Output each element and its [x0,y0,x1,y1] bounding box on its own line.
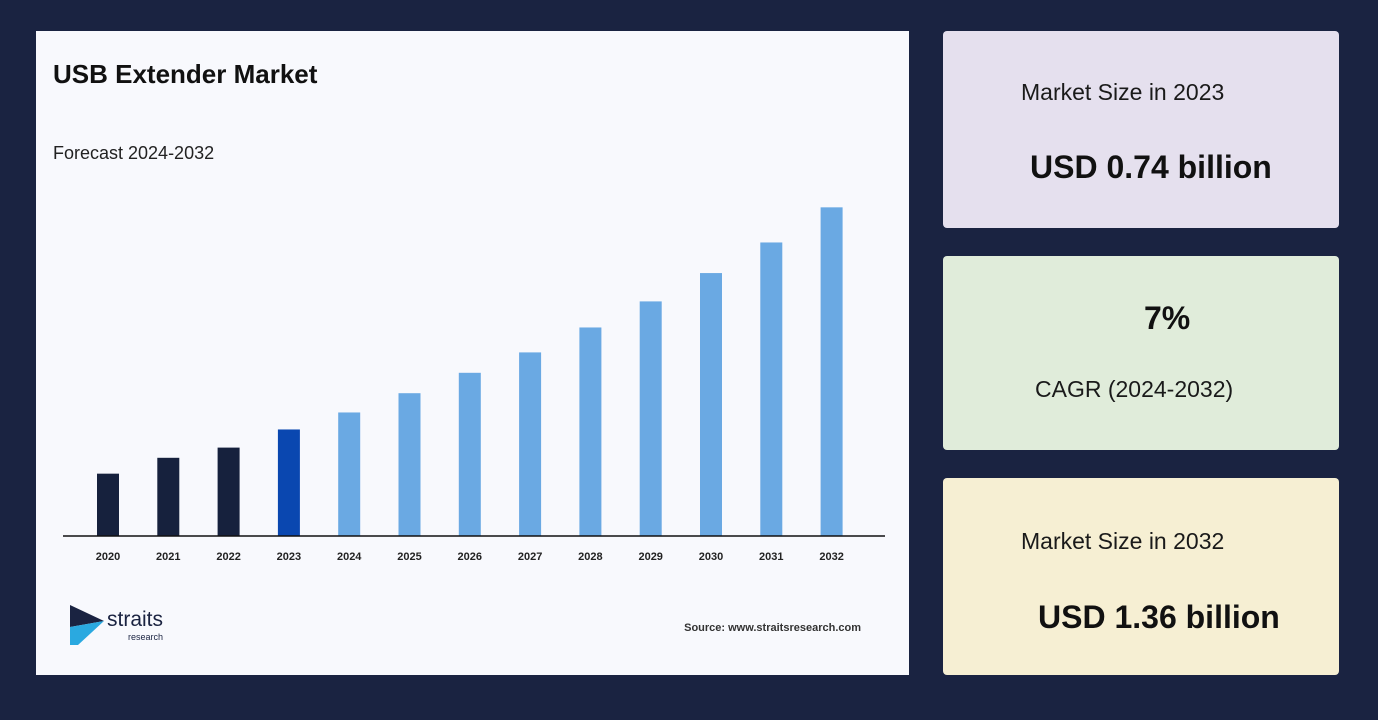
x-tick-label-2027: 2027 [518,551,542,563]
stat-label-market-2032: Market Size in 2032 [1021,528,1225,554]
stat-value-market-2032: USD 1.36 billion [1038,599,1280,635]
stat-value-market-2023: USD 0.74 billion [1030,149,1272,185]
stat-card-market-2023: Market Size in 2023 USD 0.74 billion [943,31,1339,228]
stat-label-cagr: CAGR (2024-2032) [1035,376,1234,402]
x-tick-label-2030: 2030 [699,551,723,563]
bar-2028 [579,327,602,536]
logo-text: straits [107,608,164,631]
bar-2030 [700,273,722,536]
chart-card: USB Extender Market Forecast 2024-2032 2… [36,31,909,675]
x-tick-label-2031: 2031 [759,551,783,563]
bar-2023 [277,429,300,536]
stat-card-cagr: 7% CAGR (2024-2032) [943,256,1339,450]
stat-label-market-2023: Market Size in 2023 [1021,79,1225,105]
x-tick-label-2028: 2028 [578,551,602,563]
bar-2027 [519,352,542,536]
x-tick-label-2029: 2029 [638,551,662,563]
bar-2029 [639,301,662,536]
x-tick-label-2020: 2020 [96,551,120,563]
bar-2022 [217,447,240,536]
x-tick-label-2022: 2022 [216,551,240,563]
straits-logo: straits research [70,603,190,649]
source-text: Source: www.straitsresearch.com [684,622,861,634]
bar-2031 [760,242,783,536]
bar-2024 [338,412,361,536]
x-tick-label-2021: 2021 [156,551,180,563]
x-tick-label-2023: 2023 [277,551,301,563]
bar-2025 [398,393,421,536]
bar-2021 [157,457,180,536]
stat-card-market-2032: Market Size in 2032 USD 1.36 billion [943,478,1339,675]
x-tick-label-2024: 2024 [337,551,362,563]
chart-subtitle: Forecast 2024-2032 [53,143,215,163]
bar-2032 [820,207,843,537]
x-tick-label-2026: 2026 [458,551,482,563]
chart-title: USB Extender Market [53,59,318,89]
logo-subtext: research [128,632,164,642]
bar-2020 [97,473,119,536]
straits-logo-icon [70,605,104,645]
stat-value-cagr: 7% [1144,300,1191,336]
x-tick-label-2032: 2032 [819,551,843,563]
bar-chart: 2020 2021 2022 2023 2024 2025 2026 2027 2028 2029… [63,207,885,563]
bar-2026 [458,372,481,536]
x-tick-label-2025: 2025 [397,551,421,563]
